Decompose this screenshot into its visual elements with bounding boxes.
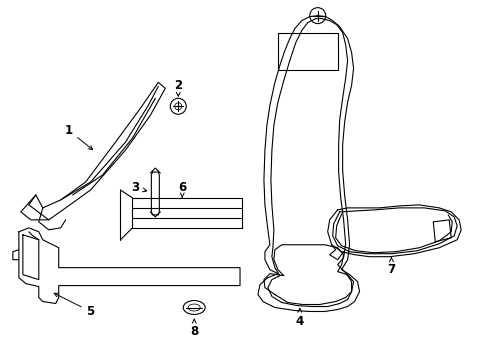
Polygon shape [327,205,460,257]
Text: 2: 2 [174,79,182,96]
Text: 3: 3 [131,181,146,194]
Polygon shape [29,82,165,220]
Text: 6: 6 [178,181,186,197]
Text: 8: 8 [190,319,198,338]
Text: 5: 5 [54,293,95,318]
Text: 4: 4 [295,309,303,328]
Polygon shape [258,15,359,311]
Polygon shape [19,228,240,303]
Polygon shape [151,172,159,215]
Text: 1: 1 [64,124,92,150]
Text: 7: 7 [386,257,395,276]
